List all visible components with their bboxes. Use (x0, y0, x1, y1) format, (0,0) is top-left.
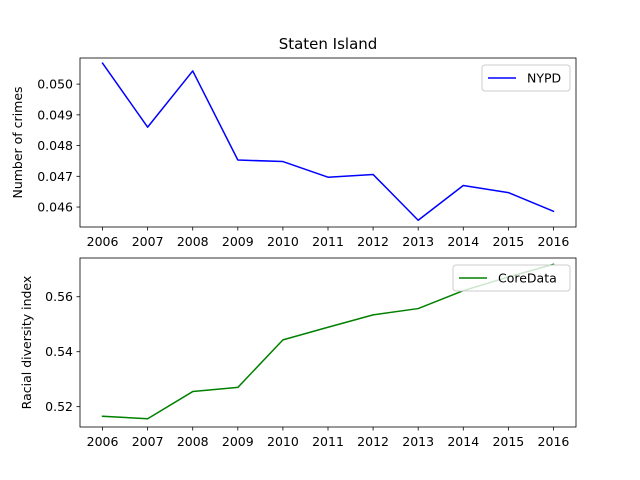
y-tick-label: 0.048 (37, 138, 73, 153)
legend: NYPD (481, 64, 571, 92)
chart-title: Staten Island (279, 35, 378, 53)
x-tick-label: 2016 (538, 434, 570, 449)
crime-subplot: 2006 2007 2008 2009 2010 2011 2012 2013 2014 2015… (10, 57, 577, 249)
x-tick-label: 2016 (538, 234, 570, 249)
x-tick-label: 2007 (132, 434, 164, 449)
x-tick-label: 2010 (267, 234, 299, 249)
y-tick-label: 0.52 (45, 399, 73, 414)
x-tick-label: 2015 (492, 234, 524, 249)
legend-label: CoreData (498, 271, 557, 286)
x-tick-label: 2012 (357, 234, 389, 249)
series-line-nypd (101, 62, 555, 221)
x-tick-label: 2015 (492, 434, 524, 449)
x-tick-label: 2014 (447, 434, 479, 449)
x-tick-label: 2010 (267, 434, 299, 449)
x-tick-label: 2012 (357, 434, 389, 449)
y-axis-label: Racial diversity index (19, 276, 34, 410)
x-tick-label: 2006 (87, 434, 119, 449)
y-tick-label: 0.050 (37, 77, 73, 92)
legend: CoreData (452, 264, 571, 292)
y-axis-label: Number of crimes (10, 86, 25, 198)
x-tick-label: 2008 (177, 434, 209, 449)
y-tick-label: 0.049 (37, 107, 73, 122)
y-tick-label: 0.046 (37, 200, 73, 215)
x-tick-label: 2006 (87, 234, 119, 249)
y-tick-label: 0.047 (37, 169, 73, 184)
x-tick-label: 2011 (312, 234, 344, 249)
diversity-subplot: 2006 2007 2008 2009 2010 2011 2012 2013 2014 2015… (19, 257, 577, 449)
x-tick-label: 2014 (447, 234, 479, 249)
y-tick-label: 0.54 (45, 344, 73, 359)
x-tick-label: 2007 (132, 234, 164, 249)
x-tick-label: 2009 (222, 234, 254, 249)
legend-box (452, 264, 571, 292)
x-tick-label: 2013 (402, 434, 434, 449)
x-tick-label: 2013 (402, 234, 434, 249)
x-tick-label: 2008 (177, 234, 209, 249)
legend-label: NYPD (527, 71, 561, 86)
legend-box (481, 64, 571, 92)
y-tick-label: 0.56 (45, 289, 73, 304)
x-tick-label: 2011 (312, 434, 344, 449)
x-tick-label: 2009 (222, 434, 254, 449)
